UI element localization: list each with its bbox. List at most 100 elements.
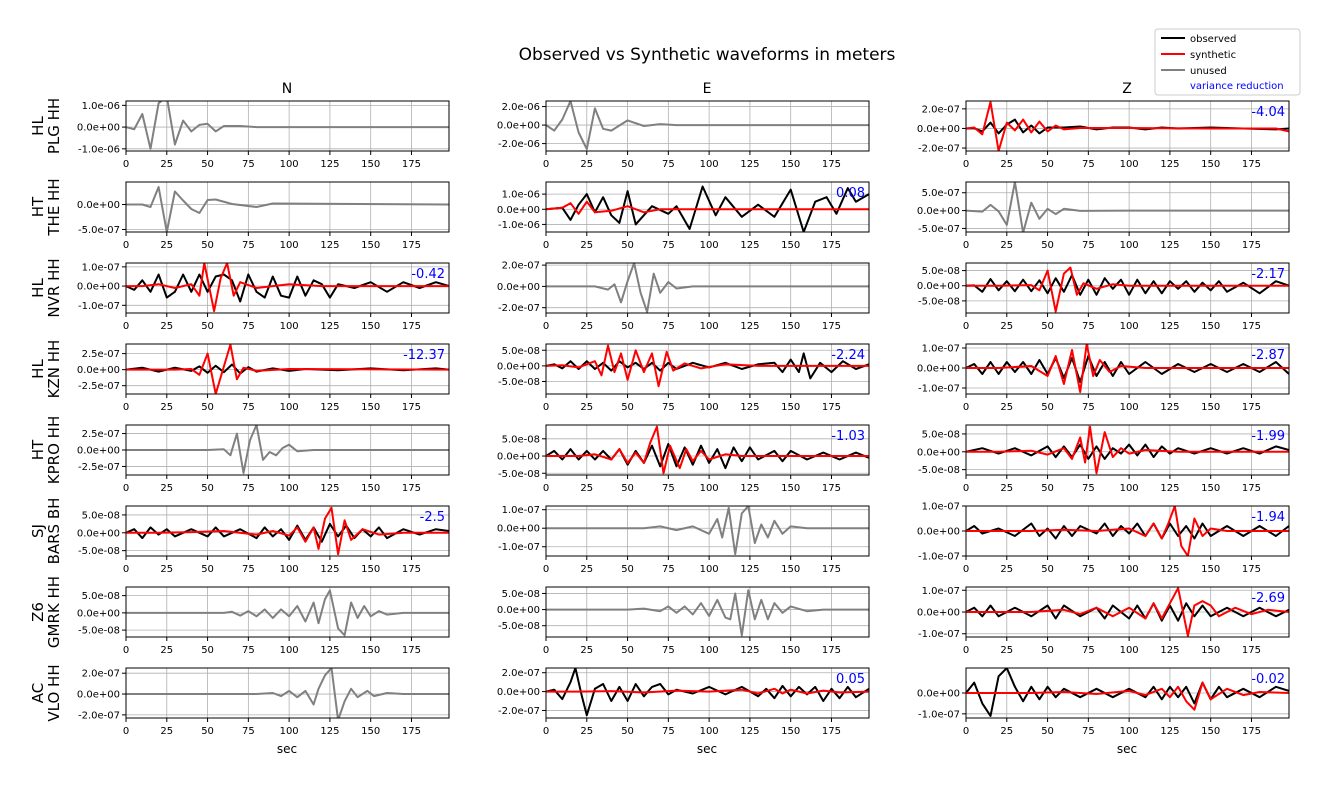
x-tick-label: 75: [242, 483, 255, 494]
x-tick-label: 100: [700, 564, 719, 575]
y-tick-label: -1.0e-07: [918, 384, 960, 395]
figure-title: Observed vs Synthetic waveforms in meter…: [519, 45, 896, 65]
panel-frame: [965, 100, 1290, 152]
y-tick-label: 5.0e-08: [922, 266, 960, 277]
x-tick-label: 0: [963, 240, 969, 251]
x-tick-label: 150: [781, 402, 800, 413]
y-tick-label: 0.0e+00: [497, 452, 540, 463]
x-tick-label: 125: [740, 726, 759, 737]
y-tick-label: 0.0e+00: [497, 121, 540, 132]
x-tick-label: 25: [160, 645, 173, 656]
y-tick-label: 2.0e-07: [502, 261, 540, 272]
x-tick-label: 175: [822, 483, 841, 494]
station-network-label: SJ: [29, 524, 47, 538]
panel-frame: [545, 586, 870, 638]
y-tick-label: 0.0e+00: [77, 365, 120, 376]
x-tick-label: 50: [621, 240, 634, 251]
station-code-label: GMRK HH: [45, 576, 63, 648]
x-tick-label: 50: [1041, 726, 1054, 737]
x-tick-label: 125: [1160, 726, 1179, 737]
x-tick-label: 175: [822, 726, 841, 737]
x-tick-label: 25: [580, 645, 593, 656]
x-tick-label: 75: [662, 159, 675, 170]
y-tick-label: 1.0e-06: [502, 190, 540, 201]
panel-frame: [965, 181, 1290, 233]
column-header-z: Z: [1122, 81, 1132, 97]
variance-reduction-value: 0.08: [836, 186, 865, 201]
x-tick-label: 125: [1160, 483, 1179, 494]
panel-kzn-z: 0 25 50 75 100 125 150 175 1.0e-07 0.0e+00 -1.0e-0…: [917, 343, 1290, 413]
y-tick-label: 0.0e+00: [917, 689, 960, 700]
station-code-label: KZN HH: [45, 340, 63, 399]
x-tick-label: 0: [123, 402, 129, 413]
panel-kpro-z: 0 25 50 75 100 125 150 175 5.0e-08 0.0e+00 -5.0e-0…: [917, 424, 1290, 494]
observed-trace: [966, 274, 1289, 296]
panel-gmrk-n: 0 25 50 75 100 125 150 175 5.0e-08 0.0e+00 -5.0e-0…: [77, 586, 450, 656]
unused-trace: [546, 101, 869, 151]
x-tick-label: 100: [700, 402, 719, 413]
x-tick-label: 25: [160, 321, 173, 332]
x-tick-label: 50: [1041, 402, 1054, 413]
y-tick-label: 0.0e+00: [497, 524, 540, 535]
x-tick-label: 50: [621, 402, 634, 413]
x-tick-label: 100: [280, 645, 299, 656]
unused-trace: [546, 263, 869, 313]
x-tick-label: 175: [1242, 321, 1261, 332]
panel-nvr-e: 0 25 50 75 100 125 150 175 2.0e-07 0.0e+00 -2.0e-0…: [497, 261, 870, 332]
x-tick-label: 100: [700, 645, 719, 656]
station-network-label: HL: [29, 278, 47, 298]
unused-trace: [546, 506, 869, 556]
x-tick-label: 0: [123, 240, 129, 251]
x-tick-label: 175: [822, 645, 841, 656]
x-tick-label: 0: [543, 402, 549, 413]
legend-frame: [1154, 28, 1301, 96]
x-tick-label: 25: [580, 321, 593, 332]
x-tick-label: 125: [320, 726, 339, 737]
panel-the-e: 0 25 50 75 100 125 150 175 1.0e-06 0.0e+00 -1.0e-0…: [497, 181, 870, 251]
x-tick-label: 75: [242, 564, 255, 575]
y-tick-label: 2.0e-06: [502, 102, 540, 113]
legend-unused-label: unused: [1190, 66, 1227, 77]
x-tick-label: 0: [963, 564, 969, 575]
x-tick-label: 50: [201, 483, 214, 494]
x-tick-label: 25: [160, 240, 173, 251]
synthetic-trace: [966, 587, 1289, 637]
panel-frame: [125, 667, 450, 719]
x-tick-label: 25: [1000, 726, 1013, 737]
x-tick-label: 50: [201, 726, 214, 737]
x-tick-label: 125: [1160, 321, 1179, 332]
x-tick-label: 75: [242, 321, 255, 332]
x-tick-label: 150: [361, 240, 380, 251]
y-tick-label: 0.0e+00: [497, 687, 540, 698]
x-tick-label: 50: [1041, 483, 1054, 494]
x-tick-label: 125: [320, 159, 339, 170]
variance-reduction-value: -0.02: [1251, 672, 1285, 687]
panel-gmrk-e: 0 25 50 75 100 125 150 175 5.0e-08 0.0e+00 -5.0e-0…: [497, 586, 870, 656]
panel-bars-e: 0 25 50 75 100 125 150 175 1.0e-07 0.0e+00 -1.0e-0…: [497, 505, 870, 575]
x-tick-label: 75: [242, 402, 255, 413]
x-tick-label: 25: [1000, 402, 1013, 413]
x-tick-label: 175: [1242, 402, 1261, 413]
variance-reduction-value: 0.05: [836, 672, 865, 687]
y-tick-label: 0.0e+00: [917, 124, 960, 135]
y-tick-label: 5.0e-08: [502, 346, 540, 357]
station-network-label: AC: [29, 683, 47, 703]
x-tick-label: 100: [1120, 159, 1139, 170]
x-tick-label: 125: [1160, 402, 1179, 413]
x-tick-label: 100: [700, 726, 719, 737]
y-tick-label: 0.0e+00: [497, 605, 540, 616]
x-tick-label: 175: [402, 240, 421, 251]
legend-variance-reduction-label: variance reduction: [1190, 81, 1284, 92]
x-tick-label: 75: [1082, 726, 1095, 737]
x-tick-label: 75: [1082, 564, 1095, 575]
x-tick-label: 125: [1160, 564, 1179, 575]
panel-frame: [545, 181, 870, 233]
y-tick-label: -1.0e-07: [918, 709, 960, 720]
observed-trace: [966, 668, 1289, 717]
x-tick-label: 75: [662, 645, 675, 656]
y-tick-label: -5.0e-08: [78, 546, 120, 557]
x-tick-label: 125: [1160, 645, 1179, 656]
x-tick-label: 150: [781, 483, 800, 494]
panel-plg-e: 0 25 50 75 100 125 150 175 2.0e-06 0.0e+00 -2.0e-0…: [497, 100, 870, 170]
synthetic-trace: [126, 263, 449, 313]
